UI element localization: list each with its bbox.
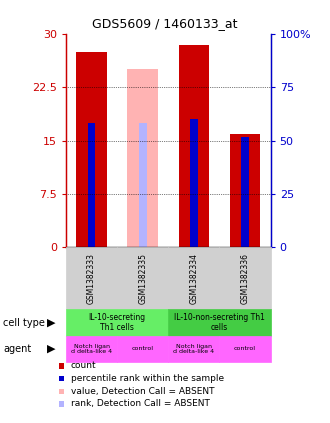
Text: GDS5609 / 1460133_at: GDS5609 / 1460133_at <box>92 17 238 30</box>
Bar <box>76 52 107 247</box>
Text: value, Detection Call = ABSENT: value, Detection Call = ABSENT <box>71 387 214 396</box>
Text: agent: agent <box>3 344 32 354</box>
Text: ▶: ▶ <box>47 318 55 327</box>
Bar <box>241 137 249 247</box>
Text: IL-10-non-secreting Th1
cells: IL-10-non-secreting Th1 cells <box>174 313 265 332</box>
Bar <box>230 134 260 247</box>
Text: control: control <box>234 346 256 352</box>
Bar <box>190 119 198 247</box>
Text: count: count <box>71 361 97 371</box>
Text: GSM1382334: GSM1382334 <box>189 253 198 304</box>
Text: ▶: ▶ <box>47 344 55 354</box>
Text: percentile rank within the sample: percentile rank within the sample <box>71 374 224 383</box>
Bar <box>127 69 158 247</box>
Bar <box>139 123 147 247</box>
Text: Notch ligan
d delta-like 4: Notch ligan d delta-like 4 <box>71 343 112 354</box>
Text: control: control <box>132 346 154 352</box>
Text: GSM1382333: GSM1382333 <box>87 253 96 304</box>
Text: rank, Detection Call = ABSENT: rank, Detection Call = ABSENT <box>71 399 210 409</box>
Text: Notch ligan
d delta-like 4: Notch ligan d delta-like 4 <box>173 343 214 354</box>
Bar <box>88 123 95 247</box>
Text: IL-10-secreting
Th1 cells: IL-10-secreting Th1 cells <box>88 313 146 332</box>
Text: GSM1382336: GSM1382336 <box>241 253 249 304</box>
Text: cell type: cell type <box>3 318 45 327</box>
Bar <box>179 44 209 247</box>
Text: GSM1382335: GSM1382335 <box>138 253 147 304</box>
